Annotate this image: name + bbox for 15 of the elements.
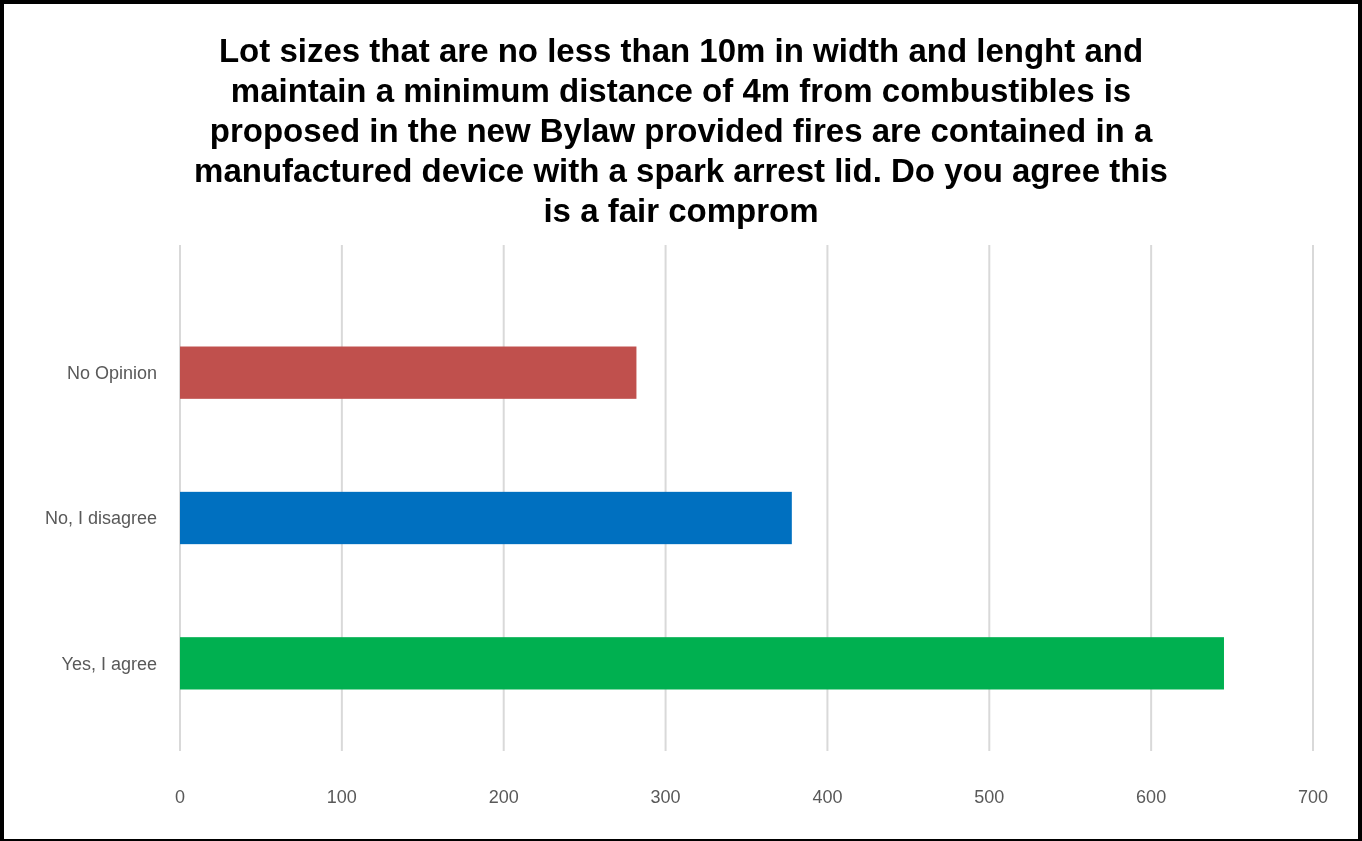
x-tick-label: 300 bbox=[650, 787, 681, 807]
y-tick-label: No, I disagree bbox=[44, 508, 157, 529]
x-tick-label: 0 bbox=[174, 787, 186, 807]
x-tick-label: 100 bbox=[326, 787, 357, 807]
chart-title: Lot sizes that are no less than 10m in width and lenght and maintain a minimum distance of 4m from combustibles is proposed in the new Bylaw provided fires are contained in a manufactured device with a spark arrest lid. Do you agree this is a fair comprom bbox=[194, 32, 1168, 229]
x-tick-label: 700 bbox=[1297, 787, 1329, 807]
x-tick-label: 400 bbox=[812, 787, 843, 807]
y-tick-label: No Opinion bbox=[66, 362, 157, 383]
x-tick-label: 600 bbox=[1136, 787, 1167, 807]
x-tick-label: 200 bbox=[488, 787, 519, 807]
bar bbox=[180, 346, 637, 399]
x-tick-label: 500 bbox=[974, 787, 1005, 807]
bar bbox=[180, 491, 792, 545]
y-tick-label: Yes, I agree bbox=[61, 653, 157, 674]
bar bbox=[180, 637, 1224, 690]
